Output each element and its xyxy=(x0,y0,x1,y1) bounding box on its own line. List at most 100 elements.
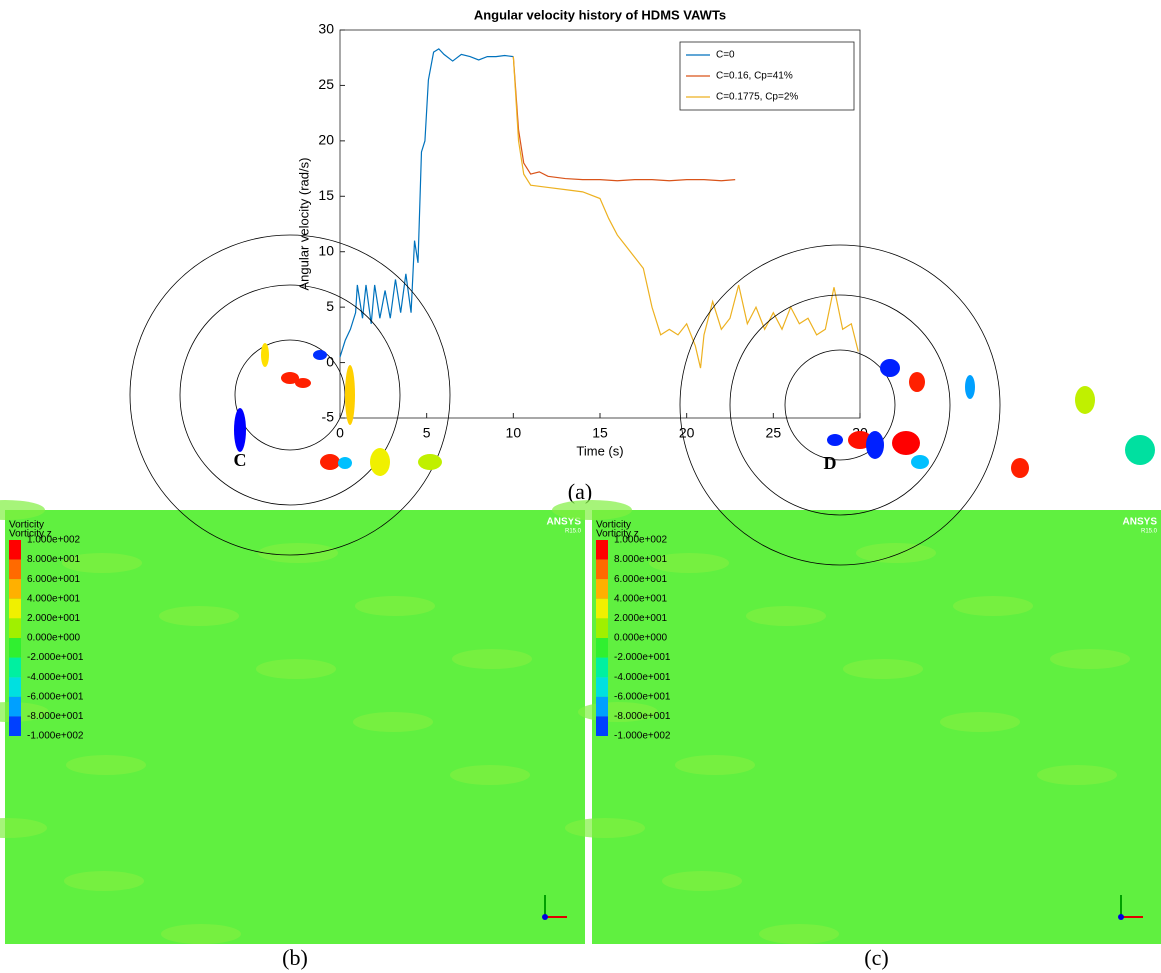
point-marker: D xyxy=(824,453,837,473)
vortex xyxy=(892,431,920,455)
y-axis-label: Angular velocity (rad/s) xyxy=(296,158,311,291)
vortex xyxy=(911,455,929,469)
vortex xyxy=(909,372,925,392)
data-line xyxy=(512,56,736,182)
scale-label: 0.000e+000 xyxy=(27,633,81,644)
x-tick-label: 10 xyxy=(506,425,522,441)
scale-label: 4.000e+001 xyxy=(614,593,668,604)
contour-patch xyxy=(746,606,826,626)
scale-label: 1.000e+002 xyxy=(27,535,81,546)
color-swatch xyxy=(9,638,21,658)
x-tick-label: 0 xyxy=(336,425,344,441)
color-swatch xyxy=(596,559,608,580)
color-swatch xyxy=(9,677,21,697)
contour-patch xyxy=(0,818,47,838)
color-swatch xyxy=(9,559,21,580)
vortex xyxy=(848,431,872,449)
y-tick-label: -5 xyxy=(322,409,335,425)
title: Vorticity xyxy=(596,520,631,531)
color-swatch xyxy=(596,598,608,619)
color-swatch xyxy=(9,657,21,678)
y-tick-label: 5 xyxy=(326,298,334,314)
scale-label: 1.000e+002 xyxy=(614,535,668,546)
scale-label: -1.000e+002 xyxy=(27,731,84,742)
scale-label: -4.000e+001 xyxy=(27,672,84,683)
vortex xyxy=(370,448,390,476)
y-tick-label: 0 xyxy=(326,353,334,369)
contour-patch xyxy=(565,818,645,838)
contour-patch xyxy=(258,543,338,563)
vortex xyxy=(866,431,884,459)
vortex xyxy=(338,457,352,469)
scale-label: -2.000e+001 xyxy=(614,652,671,663)
scale-label: -8.000e+001 xyxy=(614,711,671,722)
scale-label: 4.000e+001 xyxy=(27,593,81,604)
scale-label: -2.000e+001 xyxy=(27,652,84,663)
brand: ANSYS xyxy=(1123,517,1158,528)
axis-origin xyxy=(1118,914,1124,920)
contour-patch xyxy=(675,755,755,775)
color-swatch xyxy=(9,579,21,599)
contour-patch xyxy=(256,659,336,679)
variable: Vorticity z xyxy=(9,529,52,540)
color-swatch xyxy=(9,618,21,638)
brand: ANSYS xyxy=(547,517,582,528)
contour-patch xyxy=(62,553,142,573)
vortex xyxy=(261,343,269,367)
vortex xyxy=(345,365,355,425)
color-swatch xyxy=(596,696,608,717)
y-tick-label: 30 xyxy=(318,21,334,37)
x-tick-label: 15 xyxy=(592,425,608,441)
contour-patch xyxy=(856,543,936,563)
variable: Vorticity z xyxy=(596,529,639,540)
axis-origin xyxy=(542,914,548,920)
vortex xyxy=(1125,435,1155,465)
color-swatch xyxy=(596,638,608,658)
vortex xyxy=(320,454,340,470)
contour-patch xyxy=(953,596,1033,616)
scale-label: -6.000e+001 xyxy=(27,691,84,702)
vortex xyxy=(234,408,246,452)
y-tick-label: 15 xyxy=(318,187,334,203)
rotor-ring xyxy=(129,234,451,556)
title: Vorticity xyxy=(9,520,44,531)
vortex xyxy=(827,434,843,446)
color-swatch xyxy=(9,598,21,619)
rotor-ring xyxy=(784,349,896,461)
contour-patch xyxy=(1037,765,1117,785)
contour-patch xyxy=(452,649,532,669)
vortex xyxy=(880,359,900,377)
caption: (c) xyxy=(864,945,888,970)
x-tick-label: 25 xyxy=(766,425,782,441)
y-tick-label: 10 xyxy=(318,242,334,258)
vortex xyxy=(313,350,327,360)
color-swatch xyxy=(9,696,21,717)
vortex xyxy=(965,375,975,399)
color-swatch xyxy=(596,716,608,736)
color-swatch xyxy=(9,540,21,560)
scale-label: -4.000e+001 xyxy=(614,672,671,683)
scale-label: -6.000e+001 xyxy=(614,691,671,702)
contour-patch xyxy=(759,924,839,944)
contour-patch xyxy=(450,765,530,785)
y-tick-label: 20 xyxy=(318,132,334,148)
version: R15.0 xyxy=(1141,529,1158,535)
version: R15.0 xyxy=(565,529,582,535)
legend-label: C=0 xyxy=(716,50,735,61)
rotor-ring xyxy=(679,244,1001,566)
contour-patch xyxy=(355,596,435,616)
scale-label: 2.000e+001 xyxy=(27,613,81,624)
rotor-ring xyxy=(179,284,401,506)
data-line xyxy=(512,56,859,369)
contour-patch xyxy=(940,712,1020,732)
contour-patch xyxy=(64,871,144,891)
contour-patch xyxy=(1050,649,1130,669)
vortex xyxy=(295,378,311,388)
color-swatch xyxy=(596,618,608,638)
scale-label: -8.000e+001 xyxy=(27,711,84,722)
vortex xyxy=(1011,458,1029,478)
contour-patch xyxy=(552,500,632,520)
rotor-ring xyxy=(729,294,951,516)
